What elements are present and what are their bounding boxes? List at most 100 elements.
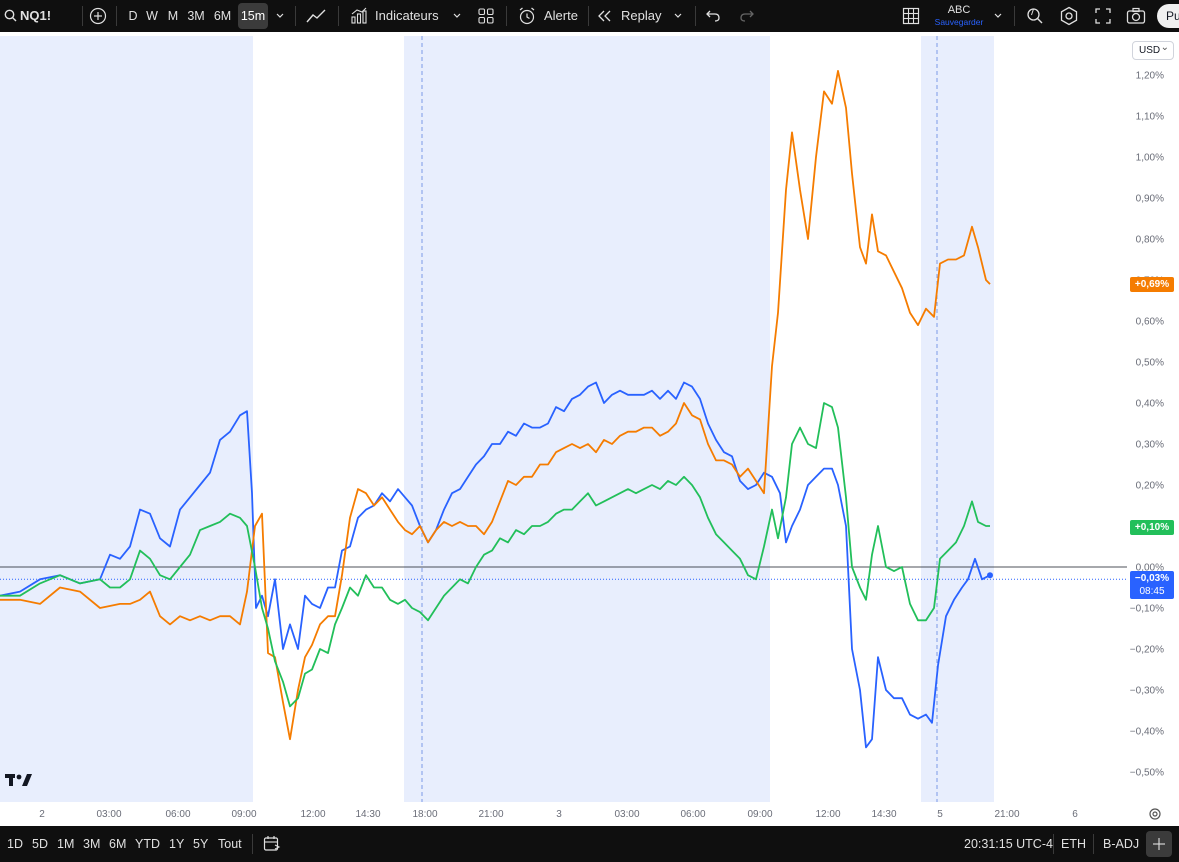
publish-button[interactable]: Pu <box>1157 4 1179 28</box>
time-tick-label: 12:00 <box>815 809 840 820</box>
interval-m[interactable]: M <box>167 9 179 23</box>
chevron-down-icon[interactable] <box>452 12 462 20</box>
divider <box>295 6 296 26</box>
crosshair-button[interactable] <box>1146 831 1172 857</box>
price-tick-label: −0,30% <box>1130 686 1164 697</box>
indicators-button[interactable]: Indicateurs <box>375 8 439 23</box>
time-tick-label: 21:00 <box>478 809 503 820</box>
indicators-icon[interactable] <box>350 7 368 25</box>
price-scale[interactable]: 1,20%1,10%1,00%0,90%0,80%0,70%0,60%0,50%… <box>1130 71 1164 779</box>
time-tick-label: 21:00 <box>994 809 1019 820</box>
series-line-1 <box>0 381 991 749</box>
price-tick-label: −0,50% <box>1130 768 1164 779</box>
divider <box>1093 834 1094 854</box>
time-tick-label: 14:30 <box>355 809 380 820</box>
interval-d[interactable]: D <box>128 9 138 23</box>
time-tick-label: 03:00 <box>96 809 121 820</box>
divider <box>82 6 83 26</box>
price-tick-label: −0,40% <box>1130 727 1164 738</box>
interval-6m[interactable]: 6M <box>213 9 232 23</box>
time-tick-label: 06:00 <box>680 809 705 820</box>
session-band <box>404 36 770 802</box>
layout-grid-icon[interactable] <box>902 7 920 25</box>
adjustment-toggle[interactable]: B-ADJ <box>1103 837 1140 851</box>
price-tick-label: 0,80% <box>1136 235 1164 246</box>
range-3m[interactable]: 3M <box>83 837 101 851</box>
range-5d[interactable]: 5D <box>32 837 48 851</box>
session-toggle[interactable]: ETH <box>1061 837 1086 851</box>
divider <box>1014 6 1015 26</box>
time-tick-label: 18:00 <box>412 809 437 820</box>
time-tick-label: 06:00 <box>165 809 190 820</box>
divider <box>506 6 507 26</box>
blue-last-value-tag: −0,03% 08:45 <box>1130 571 1174 599</box>
rewind-icon[interactable] <box>597 10 613 22</box>
templates-grid-icon[interactable] <box>477 7 495 25</box>
clock-timezone[interactable]: 20:31:15 UTC-4 <box>964 837 1053 851</box>
quick-search-icon[interactable] <box>1025 6 1045 26</box>
blue-last-value: −0,03% <box>1134 573 1170 584</box>
range-5y[interactable]: 5Y <box>193 837 209 851</box>
settings-gear-icon[interactable] <box>1059 6 1079 26</box>
price-tick-label: 0,30% <box>1136 440 1164 451</box>
time-tick-label: 3 <box>556 809 562 820</box>
undo-icon[interactable] <box>705 9 721 23</box>
range-1m[interactable]: 1M <box>57 837 75 851</box>
price-tick-label: −0,20% <box>1130 645 1164 656</box>
time-tick-label: 2 <box>39 809 45 820</box>
orange-last-value-tag: +0,69% <box>1130 277 1174 292</box>
divider <box>252 834 253 854</box>
calendar-goto-icon[interactable] <box>263 835 281 853</box>
scale-settings-gear-icon[interactable] <box>1149 808 1161 820</box>
currency-select[interactable]: USD <box>1132 39 1174 60</box>
alarm-clock-icon[interactable] <box>517 6 537 26</box>
price-tick-label: 0,40% <box>1136 399 1164 410</box>
chevron-down-icon[interactable] <box>673 12 683 20</box>
search-icon[interactable] <box>4 9 17 22</box>
top-toolbar: NQ1! D W M 3M 6M 15m Indicateurs Alerte … <box>0 0 1179 32</box>
redo-icon[interactable] <box>739 9 755 23</box>
chevron-down-icon[interactable] <box>993 12 1003 20</box>
replay-button[interactable]: Replay <box>621 8 662 23</box>
tradingview-logo[interactable] <box>5 774 32 786</box>
range-6m[interactable]: 6M <box>109 837 127 851</box>
series-line-2 <box>0 70 991 741</box>
price-tick-label: −0,10% <box>1130 604 1164 615</box>
layout-save-group[interactable]: ABC Sauvegarder <box>928 3 990 29</box>
alert-button[interactable]: Alerte <box>544 8 578 23</box>
interval-w[interactable]: W <box>146 9 158 23</box>
divider <box>116 6 117 26</box>
time-axis[interactable]: 2 03:00 06:00 09:00 12:00 14:30 18:00 21:00 3 03:… <box>39 809 1078 820</box>
symbol-search[interactable]: NQ1! <box>20 8 52 23</box>
time-tick-label: 03:00 <box>614 809 639 820</box>
range-1y[interactable]: 1Y <box>169 837 185 851</box>
bottom-toolbar: 1D 5D 1M 3M 6M YTD 1Y 5Y Tout 20:31:15 U… <box>0 826 1179 862</box>
price-tick-label: 0,90% <box>1136 194 1164 205</box>
time-tick-label: 09:00 <box>231 809 256 820</box>
camera-icon[interactable] <box>1126 7 1146 25</box>
compare-add-icon[interactable] <box>89 7 107 25</box>
chart-background <box>0 36 994 802</box>
bar-countdown: 08:45 <box>1139 586 1165 597</box>
chart-canvas[interactable]: 1,20%1,10%1,00%0,90%0,80%0,70%0,60%0,50%… <box>0 36 1179 826</box>
price-tick-label: 0,20% <box>1136 481 1164 492</box>
interval-15m[interactable]: 15m <box>238 3 268 29</box>
price-tick-label: 0,60% <box>1136 317 1164 328</box>
interval-3m[interactable]: 3M <box>187 9 205 23</box>
layout-name: ABC <box>947 4 971 16</box>
time-tick-label: 14:30 <box>871 809 896 820</box>
range-ytd[interactable]: YTD <box>135 837 160 851</box>
range-1d[interactable]: 1D <box>7 837 23 851</box>
crosshair-icon <box>1153 838 1165 850</box>
price-tick-label: 1,00% <box>1136 153 1164 164</box>
time-tick-label: 09:00 <box>747 809 772 820</box>
series-line-3 <box>0 402 990 708</box>
series-lines <box>0 70 993 749</box>
chevron-down-icon[interactable] <box>275 12 285 20</box>
range-all[interactable]: Tout <box>218 837 242 851</box>
divider <box>338 6 339 26</box>
chart-style-line-icon[interactable] <box>305 7 327 25</box>
divider <box>1053 834 1054 854</box>
fullscreen-icon[interactable] <box>1095 8 1111 24</box>
session-band <box>0 36 253 802</box>
